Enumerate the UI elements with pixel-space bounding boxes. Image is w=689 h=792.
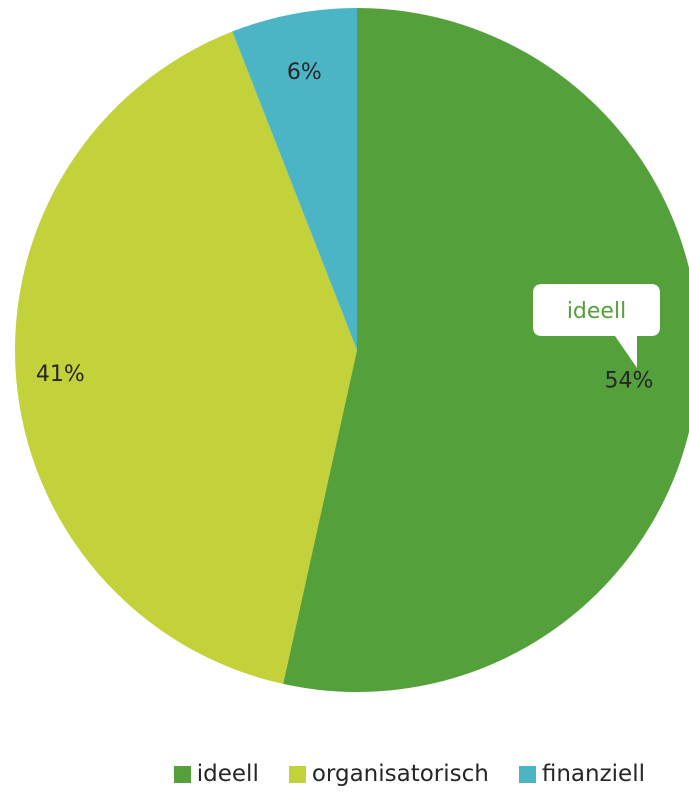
legend: ideell organisatorisch finanziell <box>0 757 689 791</box>
legend-swatch-finanziell <box>518 765 536 783</box>
pie-value-labels: 54% 41% 6% <box>36 60 654 394</box>
legend-item-ideell: ideell <box>173 761 259 787</box>
legend-label-ideell: ideell <box>196 761 259 787</box>
legend-swatch-organisatorisch <box>288 765 306 783</box>
legend-item-finanziell: finanziell <box>518 761 645 787</box>
callout: ideell <box>533 284 660 368</box>
legend-label-finanziell: finanziell <box>541 761 645 787</box>
callout-box <box>533 284 660 368</box>
pie-slice-organisatorisch <box>14 31 357 684</box>
value-label-organisatorisch: 41% <box>36 362 85 387</box>
pie-slice-ideell <box>283 8 689 692</box>
callout-text: ideell <box>567 299 626 324</box>
legend-item-organisatorisch: organisatorisch <box>288 761 489 787</box>
pie-slice-finanziell <box>232 7 357 350</box>
legend-label-organisatorisch: organisatorisch <box>311 761 489 787</box>
pie-slices <box>14 7 689 692</box>
legend-swatch-ideell <box>173 765 191 783</box>
value-label-ideell: 54% <box>605 369 654 394</box>
value-label-finanziell: 6% <box>287 60 322 85</box>
